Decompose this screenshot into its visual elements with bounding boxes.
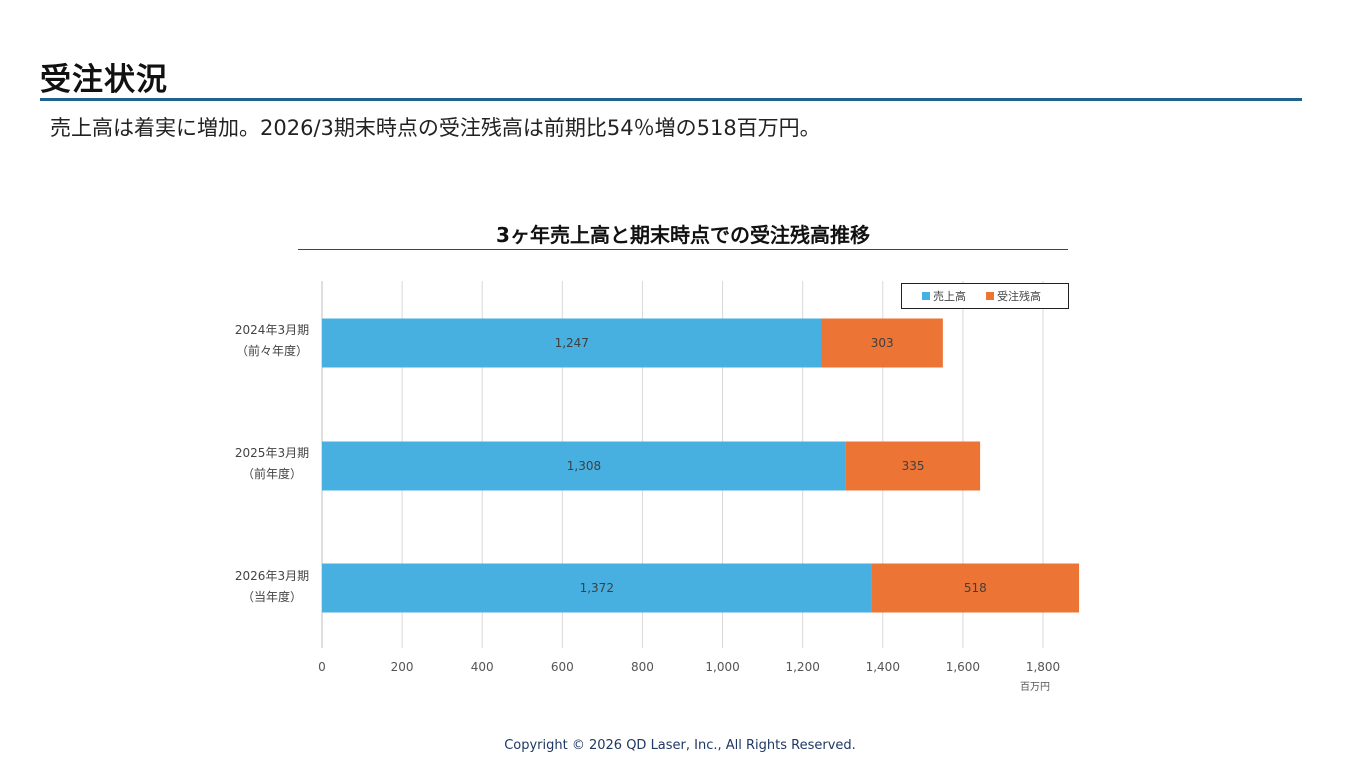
bar-sales [322, 563, 872, 613]
x-tick-label: 800 [631, 660, 654, 674]
category-label-line2: （前々年度） [235, 344, 308, 358]
category-label-line1: 2026年3月期 [234, 569, 310, 583]
data-label-backlog: 335 [902, 459, 925, 473]
x-tick-label: 1,400 [866, 660, 900, 674]
bar-sales [322, 441, 846, 491]
x-tick-label: 1,200 [785, 660, 819, 674]
x-tick-label: 200 [391, 660, 414, 674]
bar-sales [322, 318, 822, 368]
data-label-sales: 1,372 [580, 581, 614, 595]
x-tick-label: 1,600 [946, 660, 980, 674]
copyright-footer: Copyright © 2026 QD Laser, Inc., All Rig… [504, 738, 856, 753]
chart-title: 3ヶ年売上高と期末時点での受注残高推移 [496, 223, 870, 247]
data-label-sales: 1,308 [567, 459, 601, 473]
legend-item-sales: 売上高 [922, 288, 966, 304]
legend-swatch-sales [922, 292, 930, 300]
title-divider [40, 98, 1302, 101]
legend-item-backlog: 受注残高 [986, 288, 1041, 304]
category-label-2026: 2026年3月期 （当年度） [222, 566, 322, 608]
legend-label-backlog: 受注残高 [997, 290, 1041, 303]
x-tick-label: 1,800 [1026, 660, 1060, 674]
legend-swatch-backlog [986, 292, 994, 300]
chart-title-divider [298, 249, 1068, 250]
category-label-2025: 2025年3月期 （前年度） [222, 443, 322, 485]
bar-backlog [821, 318, 943, 368]
data-label-backlog: 518 [964, 581, 987, 595]
x-tick-label: 0 [318, 660, 326, 674]
category-label-line2: （当年度） [241, 590, 302, 604]
category-label-line1: 2024年3月期 [234, 323, 310, 337]
page-title: 受注状況 [40, 62, 168, 98]
x-tick-label: 1,000 [705, 660, 739, 674]
data-label-backlog: 303 [871, 336, 894, 350]
chart-legend: 売上高 受注残高 [901, 283, 1069, 309]
category-label-2024: 2024年3月期 （前々年度） [222, 320, 322, 362]
x-tick-label: 400 [471, 660, 494, 674]
data-label-sales: 1,247 [555, 336, 589, 350]
bar-backlog [845, 441, 981, 491]
page-subtitle: 売上高は着実に増加。2026/3期末時点の受注残高は前期比54％増の518百万円… [50, 116, 821, 140]
legend-label-sales: 売上高 [933, 290, 966, 303]
axis-unit-label: 百万円 [1020, 682, 1050, 693]
category-label-line2: （前年度） [241, 467, 302, 481]
bar-backlog [871, 563, 1080, 613]
category-label-line1: 2025年3月期 [234, 446, 310, 460]
x-tick-label: 600 [551, 660, 574, 674]
